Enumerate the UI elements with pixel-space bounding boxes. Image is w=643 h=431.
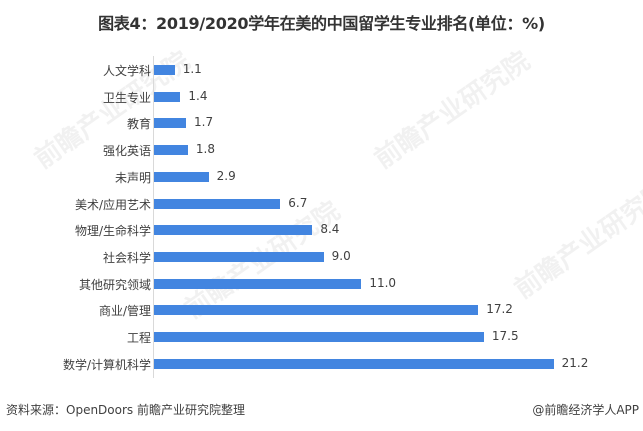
plot-area: 人文学科 1.1 卫生专业 1.4 教育 1.7 强化英语 1.8 未声明 2.9 美术/应用艺术 6… [0, 56, 643, 378]
category-axis-line [153, 56, 154, 378]
value-label: 2.9 [216, 168, 236, 183]
bar-row: 卫生专业 1.4 [0, 84, 643, 110]
bar-row: 数学/计算机科学 21.2 [0, 351, 643, 377]
category-label: 社会科学 [102, 250, 151, 265]
category-label: 人文学科 [102, 64, 151, 78]
credit-note: @前瞻经济学人APP [532, 403, 639, 417]
value-label: 1.1 [182, 62, 202, 76]
value-label: 6.7 [288, 195, 308, 210]
bar [154, 305, 479, 316]
bar [154, 251, 324, 262]
bar-row: 物理/生命科学 8.4 [0, 217, 643, 243]
bar-row: 工程 17.5 [0, 324, 643, 350]
category-label: 数学/计算机科学 [62, 357, 151, 372]
category-label: 强化英语 [102, 144, 151, 159]
value-label: 1.4 [188, 88, 208, 103]
category-label: 美术/应用艺术 [74, 197, 151, 212]
bar-row: 强化英语 1.8 [0, 137, 643, 163]
value-label: 17.2 [486, 302, 513, 317]
bar [154, 91, 181, 102]
bar-row: 教育 1.7 [0, 110, 643, 136]
chart-title: 图表4：2019/2020学年在美的中国留学生专业排名(单位：%) [98, 14, 545, 33]
value-label: 11.0 [369, 275, 397, 290]
bar-row: 商业/管理 17.2 [0, 297, 643, 323]
value-label: 1.8 [195, 142, 216, 157]
source-note: 资料来源：OpenDoors 前瞻产业研究院整理 [6, 403, 245, 417]
value-label: 9.0 [331, 248, 351, 263]
bar [154, 65, 175, 75]
category-label: 未声明 [114, 170, 151, 185]
bar-row: 其他研究领域 11.0 [0, 271, 643, 297]
value-label: 17.5 [491, 329, 519, 343]
bar [154, 118, 187, 129]
bar [154, 358, 554, 369]
bar [154, 332, 484, 342]
value-label: 8.4 [320, 222, 340, 237]
bar-row: 未声明 2.9 [0, 164, 643, 190]
bar [154, 278, 362, 289]
bar-row: 社会科学 9.0 [0, 244, 643, 270]
category-label: 商业/管理 [98, 304, 151, 319]
category-label: 其他研究领域 [78, 277, 151, 292]
category-label: 物理/生命科学 [74, 224, 151, 239]
value-label: 1.7 [194, 115, 214, 130]
bar [154, 225, 313, 236]
category-label: 工程 [126, 331, 151, 345]
bar [154, 198, 281, 209]
bar [154, 171, 209, 182]
bar-row: 美术/应用艺术 6.7 [0, 191, 643, 217]
value-label: 21.2 [561, 355, 589, 370]
category-label: 卫生专业 [102, 90, 151, 105]
bar-row: 人文学科 1.1 [0, 57, 643, 83]
bar [154, 145, 188, 156]
category-label: 教育 [126, 117, 151, 132]
